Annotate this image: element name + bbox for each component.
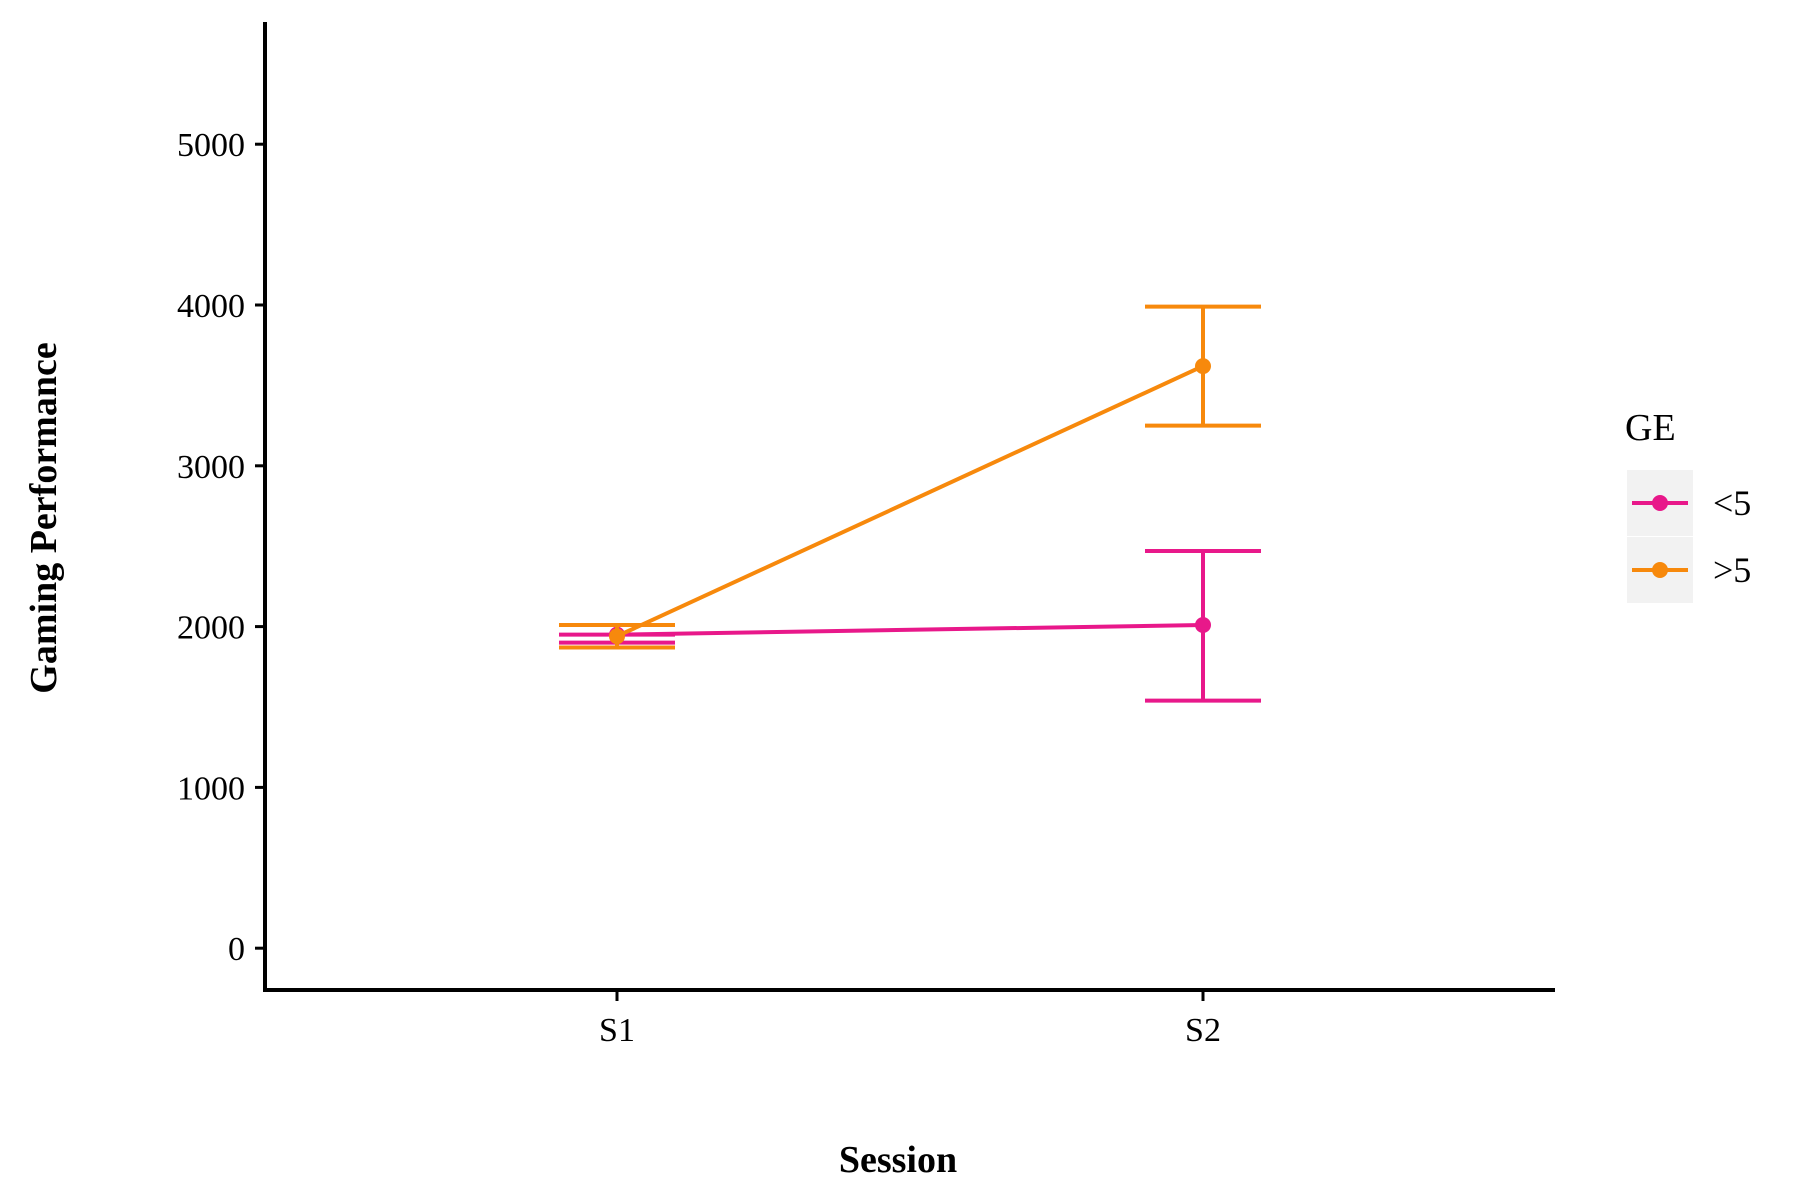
y-axis-title: Gaming Performance [23, 342, 65, 693]
axes [263, 22, 1555, 992]
y-tick-label: 4000 [177, 288, 245, 325]
legend-key-point [1652, 495, 1668, 511]
legend: GE <5 >5 [1625, 407, 1751, 603]
series-line [616, 622, 1204, 637]
x-tick-label: S2 [1185, 1012, 1221, 1049]
y-tick-label: 1000 [177, 770, 245, 807]
legend-label: >5 [1713, 550, 1751, 590]
series-1 [559, 304, 1261, 650]
data-point [609, 628, 625, 645]
y-ticks: 0 1000 2000 3000 4000 5000 [177, 127, 265, 968]
plot-area [559, 304, 1261, 703]
y-tick-label: 2000 [177, 610, 245, 647]
data-point [1195, 358, 1211, 375]
y-tick-label: 5000 [177, 127, 245, 164]
legend-title: GE [1625, 407, 1676, 449]
y-tick-label: 3000 [177, 449, 245, 486]
series-0 [559, 549, 1261, 703]
legend-label: <5 [1713, 483, 1751, 523]
series-line [616, 364, 1204, 639]
x-ticks: S1 S2 [599, 990, 1221, 1049]
y-tick-label: 0 [228, 931, 245, 968]
x-tick-label: S1 [599, 1012, 635, 1049]
data-point [1195, 616, 1211, 633]
legend-key-point [1652, 562, 1668, 578]
x-axis-title: Session [839, 1139, 957, 1181]
